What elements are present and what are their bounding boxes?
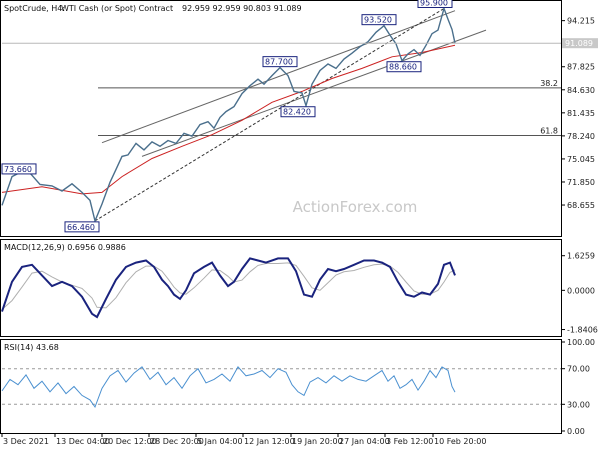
time-tick-label: 28 Dec 20:00 [150, 437, 204, 446]
annotation-box [280, 106, 316, 118]
current-price-badge [562, 38, 598, 49]
rsi-tick-label: 30.00 [567, 400, 590, 409]
annotation-box [64, 221, 100, 233]
rsi-line [1, 366, 456, 409]
price-tick-label: 71.850 [567, 178, 595, 187]
price-tick-label: 75.045 [567, 155, 595, 164]
chart-ohlc-values: 92.959 92.959 90.803 91.089 [182, 4, 302, 13]
sma-line [1, 44, 456, 195]
time-tick-label: 13 Dec 04:00 [56, 437, 110, 446]
watermark: ActionForex.com [293, 198, 418, 216]
time-tick-label: 20 Dec 12:00 [103, 437, 157, 446]
rsi-tick-label: 70.00 [567, 365, 590, 374]
annotation-label: 88.660 [389, 63, 417, 72]
annotation-box [386, 61, 422, 73]
rsi-panel: RSI(14) 43.68 100.00 70.00 30.00 0.00 [0, 338, 595, 436]
time-tick-label: 3 Dec 2021 [3, 437, 49, 446]
time-tick-label: 10 Feb 20:00 [434, 437, 486, 446]
fib-level-label: 61.8 [540, 126, 558, 135]
time-tick-label: 19 Jan 20:00 [292, 437, 343, 446]
price-annotations: 73.660 66.460 87.700 82.420 93.520 88.660 95.9… [1, 0, 453, 233]
price-tick-label: 78.240 [567, 132, 595, 141]
fib-level-label: 38.2 [540, 79, 558, 88]
current-price-label: 91.089 [565, 39, 593, 48]
dashed-trend-line [94, 8, 445, 222]
channel-upper-line [101, 10, 456, 144]
annotation-label: 87.700 [265, 58, 293, 67]
rsi-tick-label: 0.00 [567, 427, 585, 436]
annotation-label: 73.660 [4, 165, 32, 174]
annotation-label: 93.520 [364, 16, 392, 25]
price-series [1, 6, 456, 224]
price-tick-label: 68.655 [567, 201, 595, 210]
annotation-box [1, 163, 37, 175]
price-panel: SpotCrude, H4: WTI Cash (or Spot) Contra… [0, 0, 598, 237]
annotation-box [361, 14, 397, 26]
time-tick-label: 27 Jan 04:00 [339, 437, 390, 446]
chart-description: WTI Cash (or Spot) Contract [61, 4, 173, 13]
macd-line [1, 257, 456, 319]
macd-tick-label: -1.8406 [567, 326, 598, 335]
time-tick-label: 5 Jan 04:00 [197, 437, 243, 446]
annotation-box [417, 0, 453, 8]
rsi-title: RSI(14) 43.68 [4, 343, 59, 352]
time-tick-label: 3 Feb 12:00 [386, 437, 433, 446]
price-tick-label: 81.435 [567, 109, 595, 118]
rsi-axis: 100.00 70.00 30.00 0.00 [2, 338, 595, 436]
macd-tick-label: 0.0000 [567, 286, 595, 295]
time-tick-label: 12 Jan 12:00 [244, 437, 295, 446]
annotation-label: 66.460 [67, 223, 95, 232]
macd-axis: 1.6259 0.0000 -1.8406 [561, 252, 598, 335]
chart-symbol: SpotCrude, H4: [4, 4, 65, 13]
annotation-label: 82.420 [283, 108, 311, 117]
annotation-box [262, 56, 298, 68]
price-tick-label: 87.825 [567, 63, 595, 72]
macd-title: MACD(12,26,9) 0.6956 0.9886 [4, 243, 126, 252]
annotation-label: 95.900 [420, 0, 448, 7]
price-tick-label: 84.630 [567, 86, 595, 95]
macd-panel: MACD(12,26,9) 0.6956 0.9886 1.6259 0.0000… [0, 239, 598, 337]
rsi-tick-label: 100.00 [567, 338, 595, 347]
price-tick-label: 94.215 [567, 17, 595, 26]
current-price-marker: 91.089 [2, 38, 598, 49]
macd-tick-label: 1.6259 [567, 252, 595, 261]
